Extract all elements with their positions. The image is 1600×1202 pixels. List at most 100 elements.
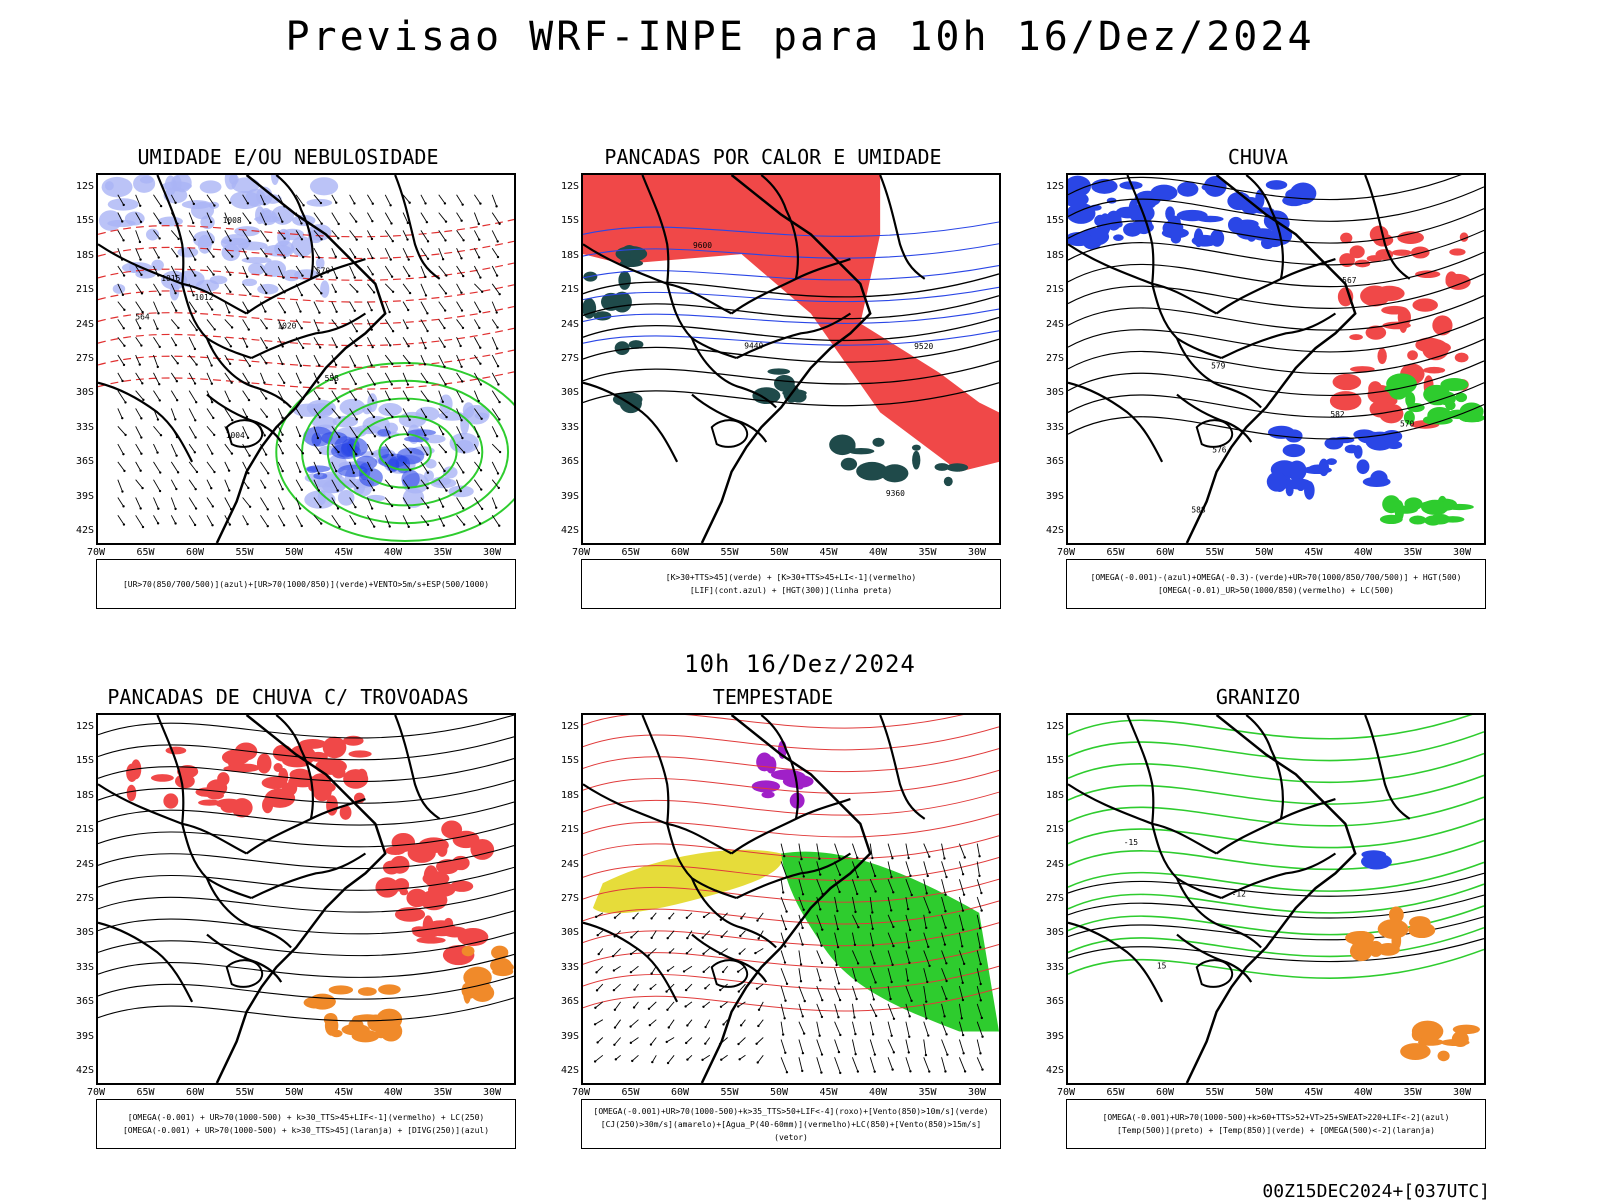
- wind-vector: [242, 497, 251, 508]
- wind-vector: [331, 301, 338, 312]
- wind-vector: [224, 372, 233, 383]
- wind-vector: [456, 301, 463, 311]
- state-border: [1245, 175, 1284, 280]
- wind-vector-head: [122, 239, 125, 242]
- lon-tick-label: 40W: [1353, 1087, 1373, 1098]
- wind-vector: [242, 194, 249, 204]
- wind-vector-head: [390, 383, 394, 386]
- wind-vector: [260, 354, 267, 364]
- wind-vector-head: [478, 522, 482, 525]
- wind-vector: [366, 497, 373, 509]
- contour-line: [583, 900, 999, 925]
- wind-vector: [349, 408, 358, 420]
- wind-vector: [170, 247, 178, 257]
- wind-vector-head: [943, 857, 946, 860]
- wind-vector-head: [301, 346, 305, 350]
- lat-tick-label: 15S: [1045, 215, 1064, 227]
- state-border: [1364, 715, 1411, 820]
- wind-vector-head: [298, 507, 302, 510]
- wind-vector-head: [461, 326, 465, 330]
- wind-vector: [976, 1039, 981, 1054]
- contour-line: [1068, 186, 1484, 222]
- wind-vector: [869, 950, 875, 964]
- lat-tick-label: 21S: [560, 824, 579, 836]
- wind-vector-head: [459, 344, 462, 348]
- wind-vector-head: [389, 470, 393, 474]
- wind-vector-head: [266, 508, 269, 511]
- wind-vector-head: [871, 856, 874, 860]
- state-border: [156, 715, 185, 824]
- lat-tick-label: 27S: [1045, 893, 1064, 904]
- wind-vector-head: [353, 364, 357, 367]
- wind-vector: [703, 1001, 711, 1008]
- wind-vector-head: [702, 915, 706, 919]
- wind-vector: [758, 1019, 764, 1027]
- field-patch: [1409, 515, 1427, 525]
- wind-vector-head: [210, 400, 214, 404]
- wind-vector: [135, 426, 142, 438]
- field-patch: [1365, 325, 1387, 340]
- field-patch: [339, 805, 352, 820]
- wind-vector-head: [174, 522, 177, 525]
- wind-vector: [941, 932, 946, 945]
- wind-vector-head: [462, 274, 465, 278]
- contour-line: [1068, 360, 1484, 397]
- lon-tick-label: 60W: [185, 547, 205, 558]
- wind-vector: [242, 426, 249, 439]
- lon-tick-label: 65W: [621, 1087, 640, 1098]
- wind-vector-head: [498, 292, 501, 296]
- wind-vector-head: [266, 239, 269, 242]
- contour-line: [583, 769, 999, 794]
- wind-vector: [456, 372, 463, 382]
- contour-line: [1068, 938, 1484, 963]
- wind-vector: [384, 515, 391, 527]
- wind-vector-head: [390, 275, 394, 278]
- wind-vector-head: [944, 926, 947, 929]
- wind-vector: [923, 843, 930, 857]
- wind-vector-head: [632, 917, 635, 920]
- wind-vector: [887, 879, 894, 893]
- wind-vector-head: [140, 417, 143, 420]
- wind-vector: [402, 283, 411, 294]
- wind-vector: [188, 390, 197, 403]
- wind-vector-head: [265, 273, 268, 276]
- wind-vector-head: [354, 398, 357, 401]
- wind-vector-head: [668, 917, 671, 920]
- wind-vector: [869, 914, 874, 929]
- field-patch: [1349, 334, 1363, 341]
- wind-vector: [420, 372, 428, 383]
- panel-title: PANCADAS POR CALOR E UMIDADE: [604, 145, 942, 169]
- wind-vector-head: [784, 927, 788, 931]
- field-patch: [291, 236, 314, 257]
- lon-tick-label: 60W: [1155, 1087, 1175, 1098]
- field-patch: [1353, 445, 1363, 459]
- wind-vector-head: [299, 364, 303, 368]
- wind-vector: [941, 1057, 946, 1072]
- wind-vector: [869, 1039, 876, 1055]
- contour-line: [98, 866, 514, 891]
- wind-vector-head: [334, 363, 338, 367]
- wind-vector-head: [818, 1034, 821, 1037]
- legend-line: [OMEGA(-0.001)+UR>70(1000-500)+k>60+TTS>…: [1102, 1113, 1450, 1122]
- wind-vector-head: [461, 400, 464, 403]
- wind-vector: [474, 283, 483, 293]
- wind-vector-head: [682, 970, 686, 973]
- lat-tick-label: 24S: [75, 858, 94, 870]
- wind-vector: [188, 265, 196, 276]
- wind-vector: [941, 1003, 946, 1017]
- wind-vector: [491, 479, 500, 489]
- wind-vector-head: [497, 486, 500, 490]
- wind-vector-head: [123, 344, 126, 347]
- wind-vector: [331, 248, 337, 258]
- contour-line: [583, 987, 999, 1012]
- lat-tick-label: 24S: [1045, 318, 1064, 330]
- lon-tick-label: 50W: [1254, 547, 1274, 558]
- wind-vector-head: [213, 328, 216, 331]
- wind-vector: [905, 861, 911, 877]
- field-patch: [1177, 181, 1199, 197]
- wind-vector: [260, 408, 268, 418]
- wind-vector: [614, 912, 621, 919]
- wind-vector-head: [756, 919, 759, 922]
- state-border: [205, 337, 292, 409]
